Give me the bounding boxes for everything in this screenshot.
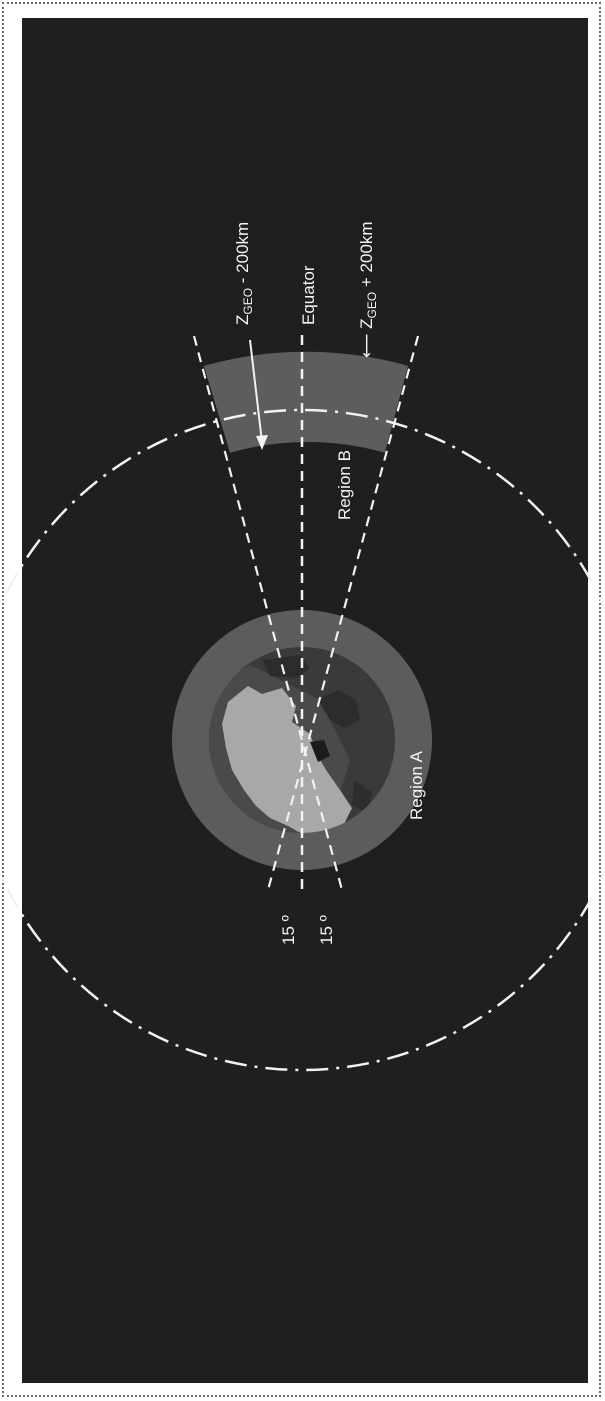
z-geo-minus-subscript: GEO bbox=[241, 288, 255, 315]
latitude-minus-15-line bbox=[266, 335, 420, 891]
latitude-plus-15-line bbox=[192, 335, 344, 891]
equator-label: Equator bbox=[299, 265, 318, 325]
z-geo-minus-arrow bbox=[249, 339, 263, 443]
region-b-band bbox=[203, 351, 409, 453]
z-geo-minus-prefix: Z bbox=[233, 315, 252, 325]
earth-landmass bbox=[222, 686, 352, 833]
z-geo-plus-label: ⟵ ZGEO + 200km bbox=[357, 221, 379, 358]
z-geo-plus-suffix: + 200km bbox=[357, 221, 376, 291]
region-a-label: Region A bbox=[407, 750, 426, 820]
region-b-label: Region B bbox=[335, 450, 354, 520]
z-geo-plus-prefix: Z bbox=[357, 319, 376, 334]
z-geo-minus-arrowhead bbox=[256, 435, 268, 450]
angle-label-bottom: 15 º bbox=[317, 915, 336, 945]
z-geo-minus-label: ZGEO - 200km bbox=[233, 222, 255, 325]
z-geo-plus-subscript: GEO bbox=[365, 292, 379, 319]
angle-label-top: 15 º bbox=[279, 915, 298, 945]
earth-globe bbox=[209, 647, 395, 833]
z-geo-minus-suffix: - 200km bbox=[233, 222, 252, 288]
z-geo-plus-arrow: ⟵ bbox=[357, 334, 376, 358]
